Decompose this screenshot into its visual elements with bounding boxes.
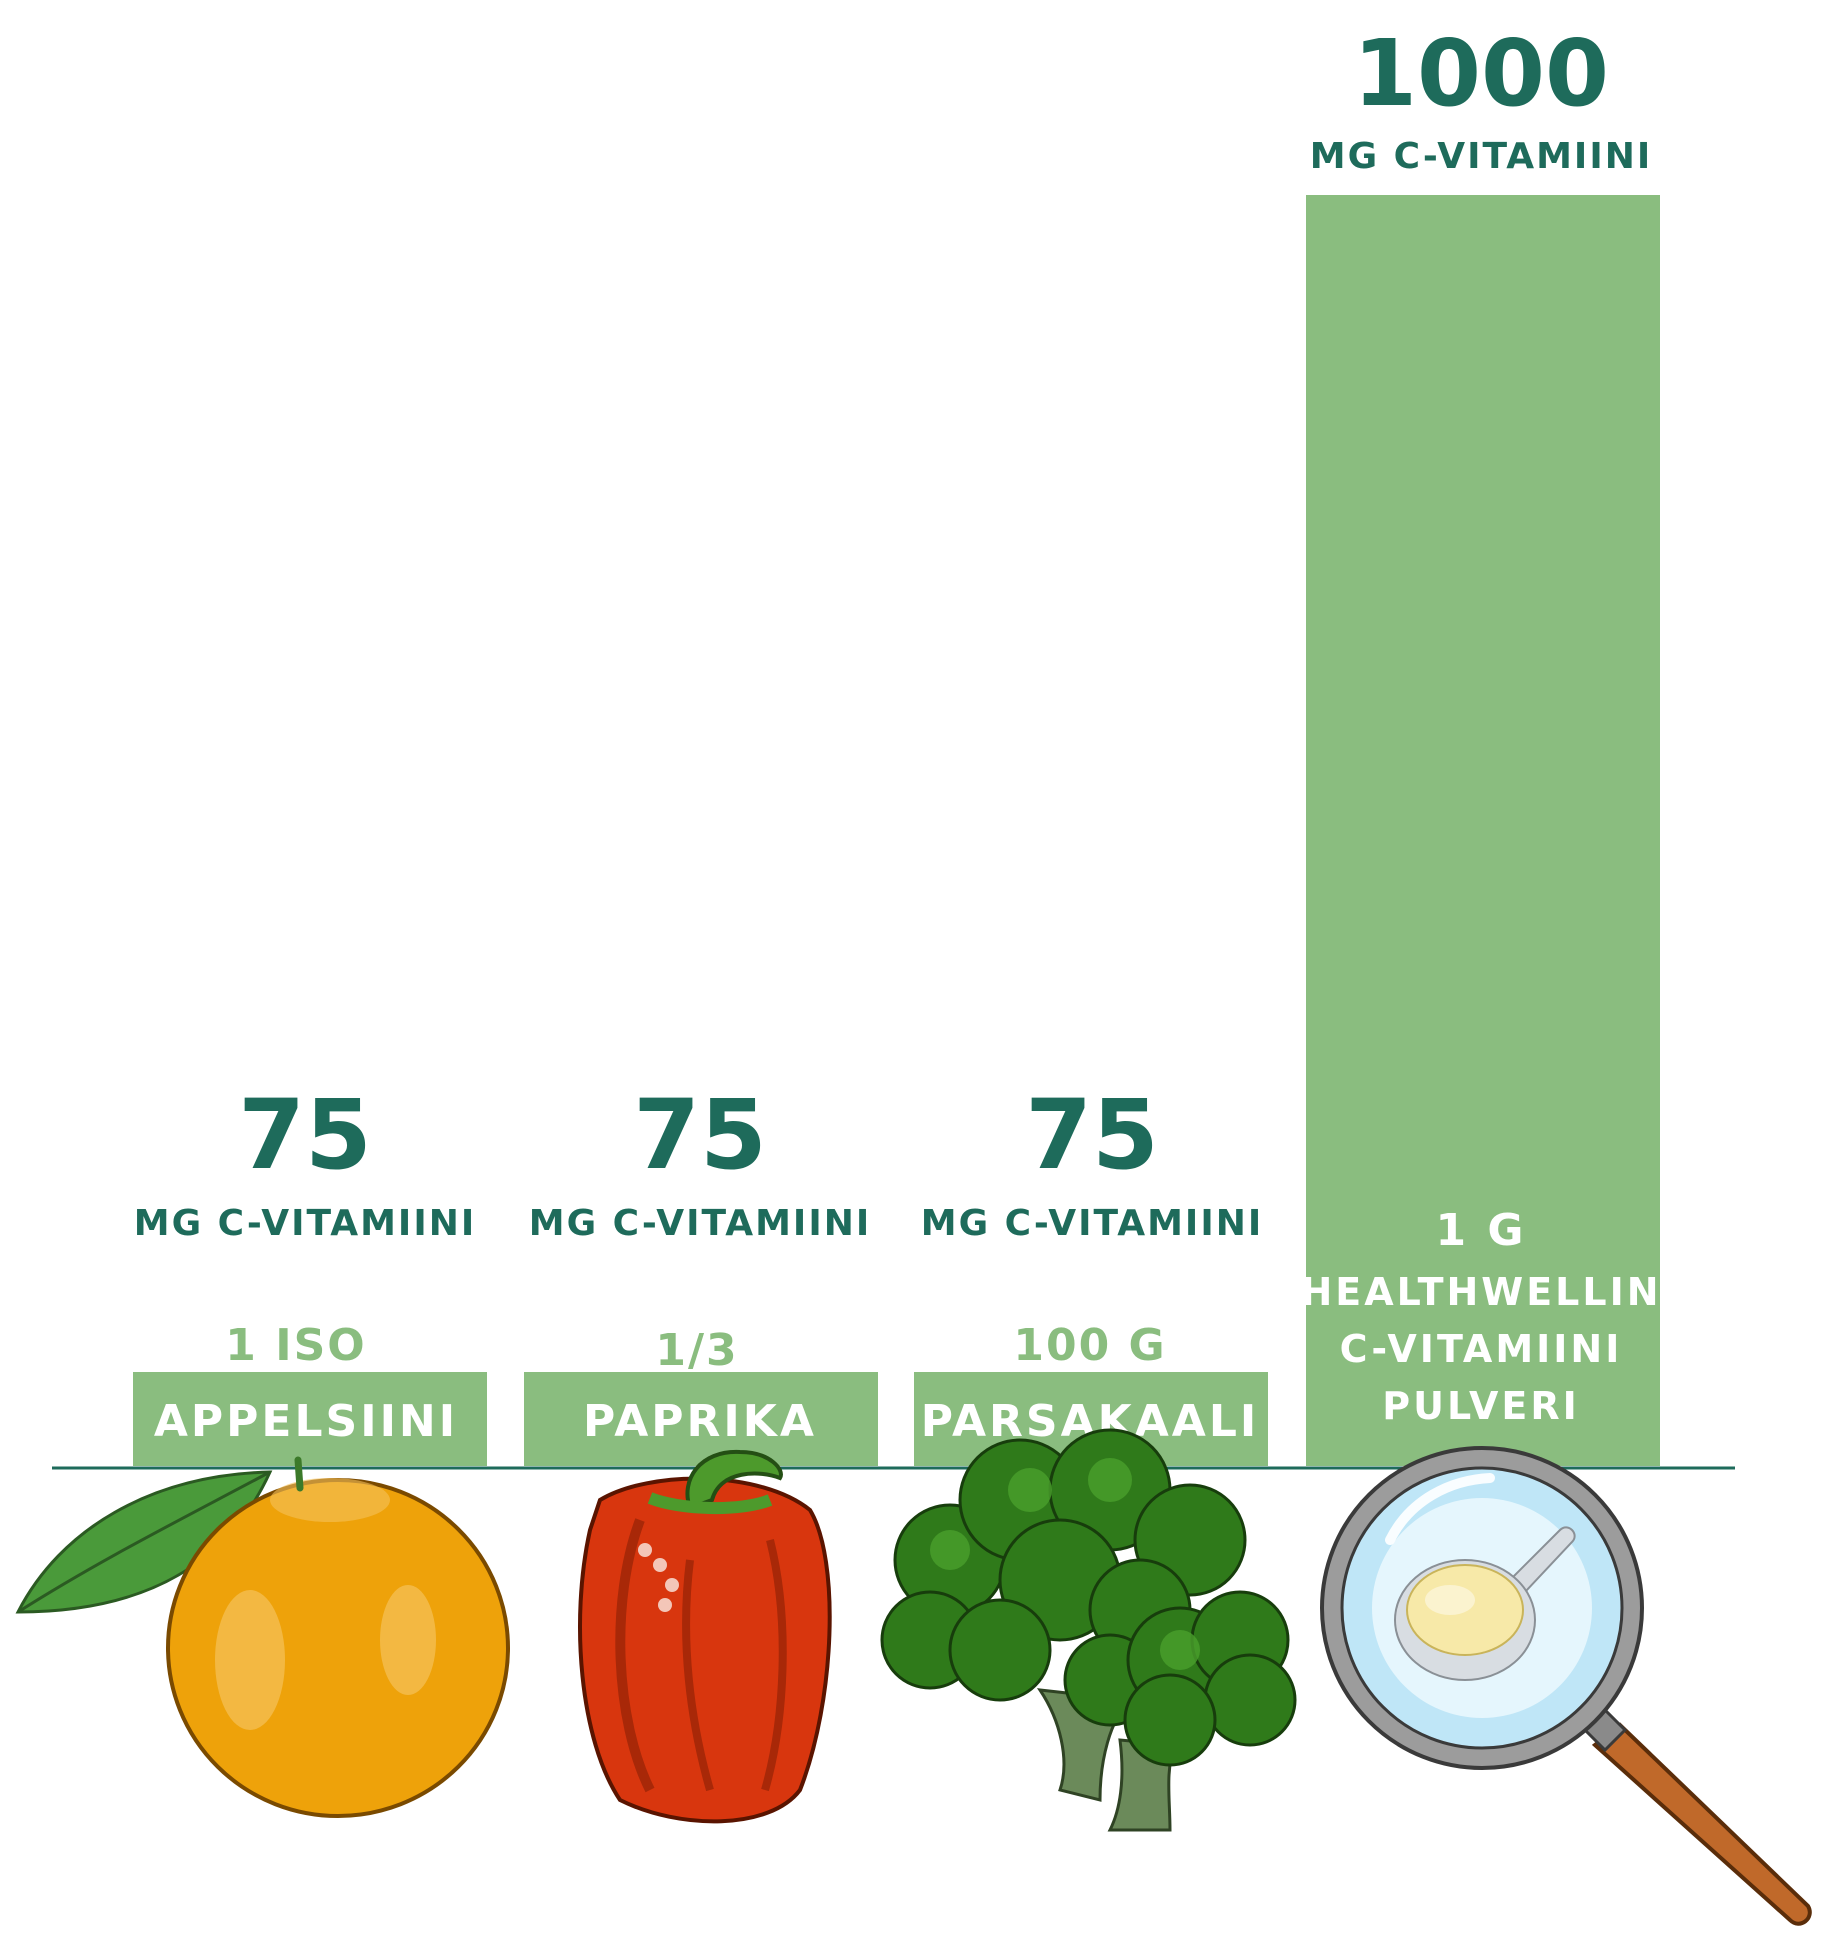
bar-label-line-3: PULVERI	[1382, 1384, 1579, 1428]
bar-label-line-1: HEALTHWELLIN	[1300, 1270, 1661, 1314]
category-label-paprika: PAPRIKA	[583, 1396, 817, 1447]
orange-icon	[15, 1456, 510, 1818]
unit-label-appelsiini: MG C-VITAMIINI	[134, 1203, 477, 1244]
quantity-label-appelsiini: 1 ISO	[225, 1320, 366, 1371]
bar-label-line-2: C-VITAMIINI	[1340, 1327, 1623, 1371]
quantity-label-paprika: 1/3	[655, 1325, 738, 1376]
value-label-powder: 1000	[1353, 20, 1609, 127]
value-label-paprika: 75	[633, 1079, 767, 1191]
unit-label-paprika: MG C-VITAMIINI	[529, 1203, 872, 1244]
bar-paprika	[524, 1372, 878, 1466]
value-label-appelsiini: 75	[238, 1079, 372, 1191]
value-label-parsakaali: 75	[1025, 1079, 1159, 1191]
unit-label-powder: MG C-VITAMIINI	[1310, 136, 1653, 177]
bar-appelsiini	[133, 1372, 487, 1466]
broccoli-icon	[880, 1428, 1297, 1832]
category-label-appelsiini: APPELSIINI	[154, 1396, 458, 1447]
red-pepper-icon	[578, 1449, 832, 1824]
quantity-label-parsakaali: 100 G	[1013, 1320, 1166, 1371]
unit-label-parsakaali: MG C-VITAMIINI	[921, 1203, 1264, 1244]
quantity-label-powder: 1 G	[1435, 1205, 1526, 1256]
bar-healthwell-powder	[1306, 195, 1660, 1466]
magnifier-powder-icon	[1320, 1446, 1812, 1926]
